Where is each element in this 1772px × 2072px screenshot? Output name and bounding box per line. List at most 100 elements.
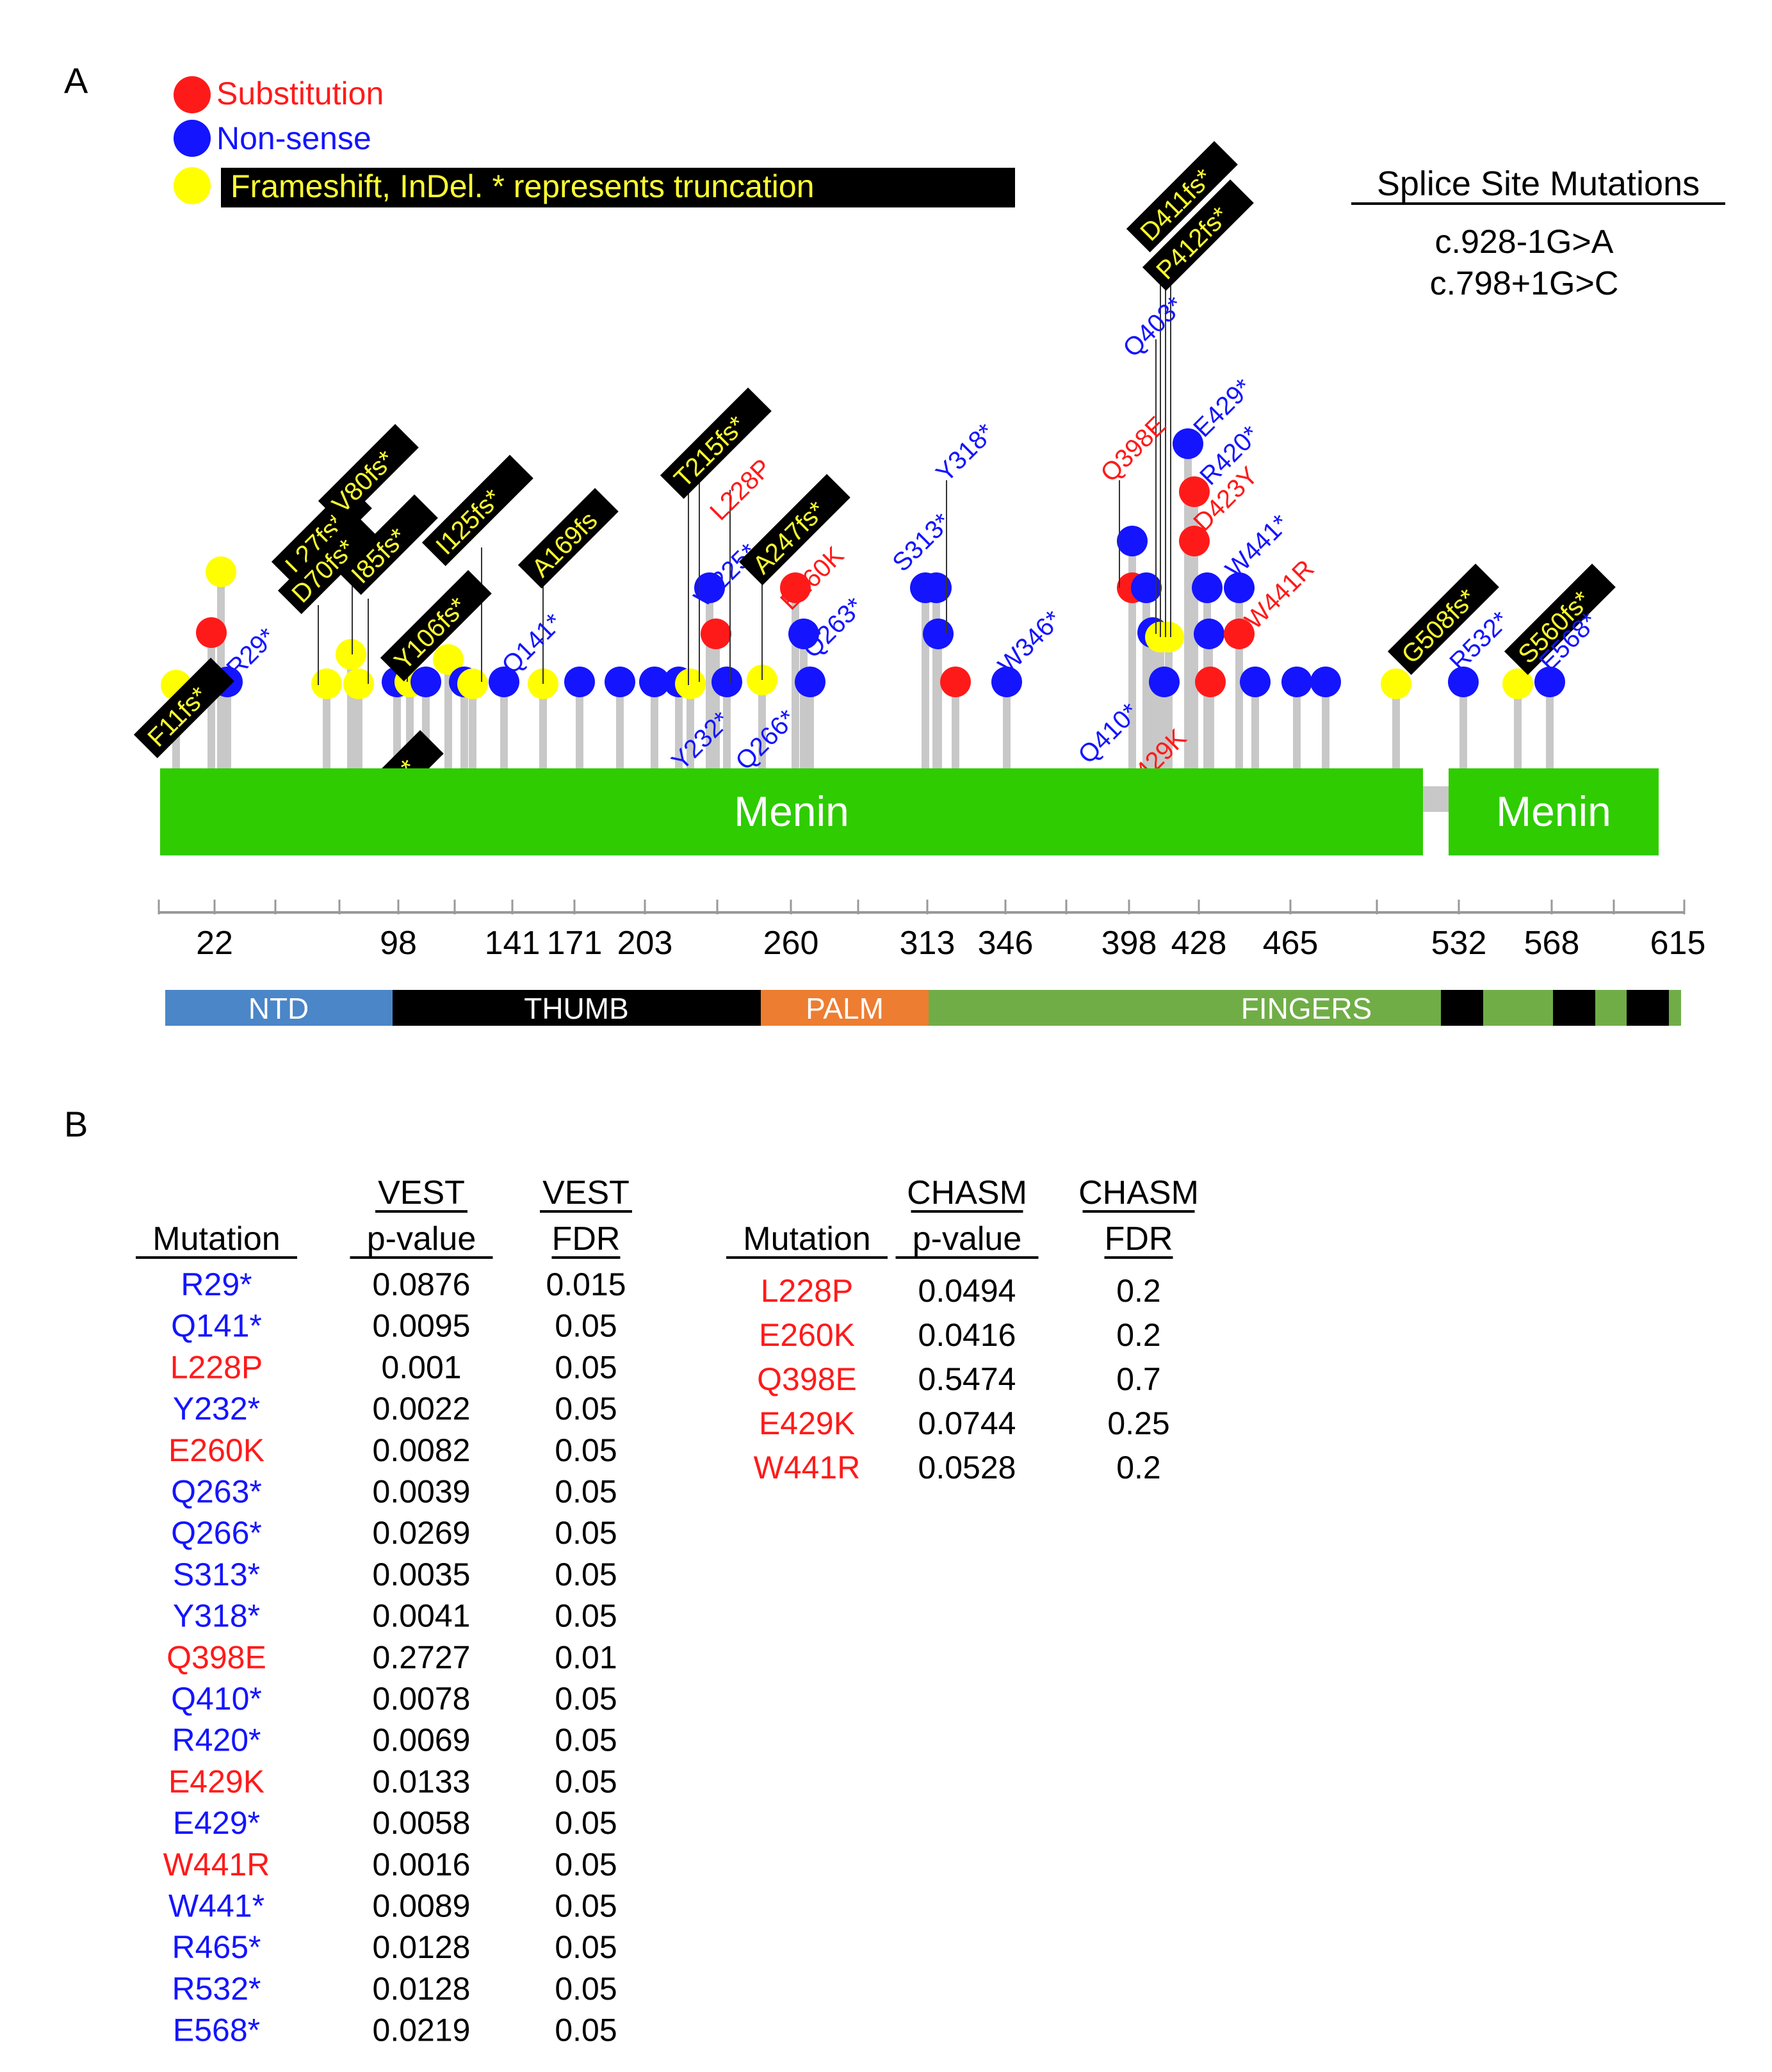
menin-domain-main	[160, 768, 1423, 855]
mutation-stem	[1207, 682, 1214, 768]
table-cell-pvalue: 0.001	[381, 1349, 461, 1385]
mutation-dot-frameshift	[1502, 668, 1533, 699]
mutation-stem	[539, 684, 547, 768]
table-cell-mutation: E260K	[168, 1432, 264, 1468]
mutation-dot-nonsense	[489, 667, 519, 697]
table-header-top: VEST	[542, 1174, 630, 1211]
legend-nonsense-label: Non-sense	[216, 120, 371, 156]
table-cell-pvalue: 0.0039	[373, 1474, 471, 1510]
mutation-stem	[1128, 588, 1136, 768]
fingers-black-segment-3	[1627, 990, 1669, 1026]
mutation-label: I125fs*	[430, 484, 507, 560]
mutation-stem	[952, 682, 959, 768]
mutation-dot-nonsense	[991, 667, 1022, 697]
mutation-dot-nonsense	[639, 667, 670, 697]
mutation-stem	[1003, 682, 1011, 768]
table-cell-fdr: 0.05	[555, 1847, 617, 1882]
axis-tick-label: 428	[1171, 925, 1227, 962]
mutation-dot-nonsense	[1224, 572, 1255, 603]
mutation-dot-nonsense	[605, 667, 635, 697]
table-cell-pvalue: 0.0128	[373, 1929, 471, 1965]
mutation-dot-nonsense	[1448, 667, 1479, 697]
menin-domain-c-terminal-label: Menin	[1496, 788, 1611, 835]
frameshift-label-box	[1126, 141, 1238, 253]
mutation-dot-substitution	[1179, 526, 1210, 556]
mutation-stem	[758, 680, 766, 768]
mutation-stem	[1184, 444, 1192, 768]
table-cell-mutation: R420*	[172, 1722, 261, 1758]
table-cell-mutation: Y318*	[173, 1598, 260, 1634]
table-cell-pvalue: 0.0133	[373, 1763, 471, 1799]
fingers-black-segment-2	[1553, 990, 1595, 1026]
mutation-dot-nonsense	[711, 667, 742, 697]
frameshift-label-box	[318, 424, 419, 525]
fingers-black-segment-1	[1441, 990, 1483, 1026]
axis-tick-label: 171	[547, 925, 603, 962]
table-header-bottom: p-value	[913, 1220, 1022, 1258]
table-cell-pvalue: 0.0416	[918, 1317, 1016, 1353]
table-header-bottom: Mutation	[152, 1220, 280, 1258]
table-cell-pvalue: 0.0219	[373, 2012, 471, 2048]
chasm-table: Mutation CHASM p-value CHASM FDR L228P 0.0494 0…	[726, 1174, 1199, 1485]
mutation-lollipops	[161, 269, 1565, 768]
table-cell-fdr: 0.05	[555, 1722, 617, 1758]
table-cell-fdr: 0.05	[555, 1763, 617, 1799]
table-cell-mutation: E568*	[173, 2012, 260, 2048]
table-cell-mutation: Y232*	[173, 1391, 260, 1427]
table-cell-pvalue: 0.5474	[918, 1361, 1016, 1397]
menin-domain-c-terminal	[1449, 768, 1659, 855]
mutation-dot-frameshift	[336, 639, 366, 670]
frameshift-label-box	[421, 455, 533, 567]
mutation-legend: Substitution Non-sense Frameshift, InDel…	[174, 76, 1015, 207]
mutation-dot-substitution	[940, 667, 971, 697]
table-cell-fdr: 0.05	[555, 1557, 617, 1592]
mutation-stem	[723, 682, 731, 768]
table-cell-pvalue: 0.0022	[373, 1391, 471, 1427]
region-thumb-label: THUMB	[524, 992, 629, 1025]
table-cell-pvalue: 0.0041	[373, 1598, 471, 1634]
region-palm-label: PALM	[806, 992, 884, 1025]
mutation-dot-frameshift	[675, 668, 706, 699]
region-palm	[761, 990, 929, 1026]
mutation-label-group: Y318*	[931, 418, 1000, 487]
table-cell-pvalue: 0.0128	[373, 1971, 471, 2007]
menin-domain-main-label: Menin	[734, 788, 849, 835]
mutation-stem	[1251, 682, 1259, 768]
table-cell-pvalue: 0.2727	[373, 1639, 471, 1675]
table-cell-mutation: W441*	[168, 1888, 264, 1924]
mutation-label-group: W346*	[993, 605, 1067, 679]
table-cell-mutation: E260K	[759, 1317, 855, 1353]
axis-tick-label: 465	[1263, 925, 1319, 962]
table-cell-pvalue: 0.0744	[918, 1405, 1016, 1441]
frameshift-label-box	[517, 488, 619, 589]
axis-tick-label: 532	[1431, 925, 1487, 962]
region-ntd	[165, 990, 393, 1026]
table-cell-fdr: 0.05	[555, 1681, 617, 1717]
frameshift-label-box	[1387, 563, 1499, 676]
mutation-dot-nonsense	[1117, 526, 1148, 556]
legend-nonsense-dot	[174, 120, 211, 157]
table-cell-fdr: 0.2	[1116, 1450, 1161, 1485]
axis-tick-label: 203	[617, 925, 673, 962]
mutation-stem	[1149, 633, 1157, 768]
vest-table: Mutation VEST p-value VEST FDR R29* 0.0876 0.01…	[136, 1174, 632, 2048]
table-cell-mutation: Q266*	[171, 1515, 262, 1551]
table-cell-fdr: 0.2	[1116, 1317, 1161, 1353]
region-thumb	[393, 990, 761, 1026]
table-cell-fdr: 0.05	[555, 1805, 617, 1841]
axis-tick-label: 22	[196, 925, 233, 962]
table-cell-pvalue: 0.0089	[373, 1888, 471, 1924]
mutation-dot-nonsense	[410, 667, 441, 697]
table-cell-fdr: 0.7	[1116, 1361, 1161, 1397]
mutation-label-group: Q141*	[496, 608, 567, 679]
mutation-stem	[355, 684, 362, 768]
frameshift-label-box	[380, 570, 492, 682]
mutation-dot-frameshift	[1381, 668, 1411, 699]
legend-substitution-dot	[174, 76, 211, 113]
mutation-label-group: Q403*	[1118, 291, 1189, 362]
table-cell-fdr: 0.05	[555, 1598, 617, 1634]
frameshift-label-box	[1504, 563, 1616, 676]
mutation-dot-substitution	[780, 572, 811, 603]
mutation-dot-nonsense	[1534, 667, 1565, 697]
mutation-dot-substitution	[1195, 667, 1226, 697]
